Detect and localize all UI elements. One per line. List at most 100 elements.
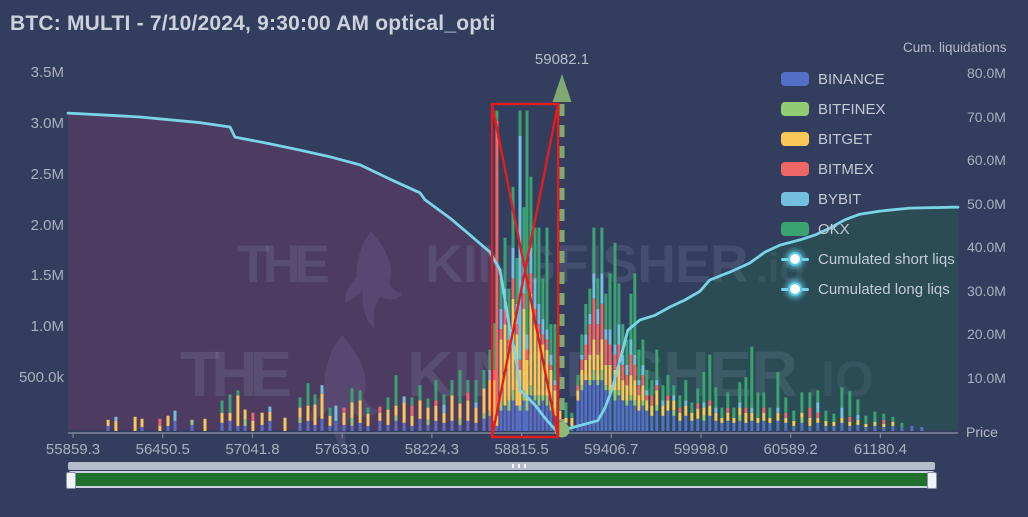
bar-segment-bybit <box>588 314 592 325</box>
bar-segment-bitmex <box>762 407 766 413</box>
bar-segment-bitget <box>499 339 503 401</box>
legend: BINANCE BITFINEX BITGET BITMEX BYBIT OKX Cumul… <box>781 64 955 304</box>
bar-segment-bitget <box>678 412 682 421</box>
kingfisher-bird-icon <box>310 335 380 453</box>
bar-segment-okx <box>621 324 625 355</box>
bar-segment-bitget <box>756 417 760 423</box>
x-tick-label: 59406.7 <box>584 441 639 458</box>
legend-label: BITGET <box>818 130 873 148</box>
bar-segment-bitget <box>576 390 580 401</box>
bar-segment-binance <box>474 422 478 431</box>
bar-segment-okx <box>492 323 496 370</box>
bar-segment-okx <box>776 372 780 408</box>
bar-segment-okx <box>744 377 748 408</box>
bar-segment-bybit <box>584 334 588 345</box>
bar-segment-okx <box>458 370 462 404</box>
datazoom-track[interactable] <box>68 462 935 470</box>
bar-segment-binance <box>580 390 584 431</box>
bar-segment-binance <box>920 426 924 431</box>
bar-segment-bitmex <box>492 370 496 381</box>
bar-segment-bybit <box>474 402 478 408</box>
bar-segment-okx <box>696 388 700 404</box>
bar-segment-binance <box>260 424 264 431</box>
bar-segment-bitget <box>306 405 310 421</box>
datazoom-handle-left[interactable] <box>66 472 76 489</box>
bar-segment-bitmex <box>410 405 414 416</box>
bar-segment-bybit <box>608 329 612 345</box>
bar-segment-bitget <box>592 339 596 370</box>
bar-segment-okx <box>545 227 549 330</box>
bar-segment-okx <box>840 387 844 408</box>
right-axis-title: Cum. liquidations <box>903 40 1007 55</box>
bar-segment-bitget <box>358 400 362 423</box>
bar-segment-bitfinex <box>511 390 515 401</box>
bar-segment-bitfinex <box>488 410 492 416</box>
bar-segment-bybit <box>738 402 742 408</box>
datazoom-grip-icon[interactable] <box>512 464 526 468</box>
bar-segment-bitget <box>580 370 584 386</box>
bar-segment-bybit <box>173 410 177 421</box>
bar-segment-okx <box>637 349 641 381</box>
bar-segment-okx <box>418 385 422 401</box>
bar-segment-binance <box>328 425 332 431</box>
bar-segment-bitfinex <box>641 400 645 406</box>
bar-segment-bitget <box>320 393 324 419</box>
y-left-tick-label: 3.0M <box>30 114 64 132</box>
bar-segment-bybit <box>714 407 718 413</box>
bar-segment-bitget <box>617 364 621 391</box>
bar-segment-bybit <box>541 319 545 335</box>
bar-segment-okx <box>596 278 600 309</box>
bar-segment-bybit <box>545 329 549 340</box>
legend-item-cumulated-long-liqs[interactable]: Cumulated long liqs <box>781 274 955 304</box>
bar-segment-bitmex <box>158 418 162 426</box>
bar-segment-bitmex <box>596 324 600 355</box>
bar-segment-bybit <box>645 390 649 396</box>
legend-item-bitmex[interactable]: BITMEX <box>781 154 955 184</box>
bar-segment-okx <box>792 410 796 421</box>
bar-segment-binance <box>592 380 596 431</box>
bar-segment-bitget <box>792 420 796 426</box>
legend-item-bitfinex[interactable]: BITFINEX <box>781 94 955 124</box>
bar-segment-okx <box>503 237 507 289</box>
bar-segment-bitget <box>260 412 264 425</box>
bar-segment-bitget <box>661 405 665 416</box>
bar-segment-okx <box>661 385 665 401</box>
bar-segment-bitmex <box>882 419 886 424</box>
bar-segment-bybit <box>641 364 645 376</box>
x-tick-label: 56450.5 <box>135 441 190 458</box>
bar-segment-bybit <box>442 404 446 413</box>
bar-segment-bybit <box>549 354 553 365</box>
bar-segment-bitget <box>394 405 398 416</box>
line-marker-icon <box>781 252 809 266</box>
x-tick-label: 59998.0 <box>673 441 729 458</box>
legend-item-cumulated-short-liqs[interactable]: Cumulated short liqs <box>781 244 955 274</box>
legend-item-okx[interactable]: OKX <box>781 214 955 244</box>
bar-segment-binance <box>784 422 788 431</box>
datazoom-selection[interactable] <box>66 471 937 489</box>
bar-segment-binance <box>442 422 446 431</box>
bar-segment-binance <box>482 418 486 431</box>
legend-item-bybit[interactable]: BYBIT <box>781 184 955 214</box>
bar-segment-bitmex <box>600 303 604 340</box>
bar-segment-bitget <box>402 402 406 423</box>
bar-segment-okx <box>588 288 592 314</box>
bar-segment-bitmex <box>507 339 511 350</box>
bar-segment-okx <box>608 273 612 330</box>
bar-segment-binance <box>402 422 406 431</box>
legend-item-bitget[interactable]: BITGET <box>781 124 955 154</box>
bar-segment-binance <box>750 420 754 431</box>
datazoom-handle-right[interactable] <box>927 472 937 489</box>
bar-segment-bitfinex <box>350 417 354 426</box>
bar-segment-bitmex <box>522 293 526 309</box>
bar-segment-bitget <box>873 421 877 426</box>
legend-item-binance[interactable]: BINANCE <box>781 64 955 94</box>
bar-segment-binance <box>434 420 438 431</box>
bar-segment-bybit <box>655 380 659 386</box>
bar-segment-okx <box>515 258 519 304</box>
bar-segment-bitmex <box>708 400 712 406</box>
bar-segment-binance <box>873 425 877 431</box>
bar-segment-bitfinex <box>545 395 549 406</box>
bar-segment-bitget <box>418 400 422 419</box>
legend-label: BINANCE <box>818 70 885 88</box>
